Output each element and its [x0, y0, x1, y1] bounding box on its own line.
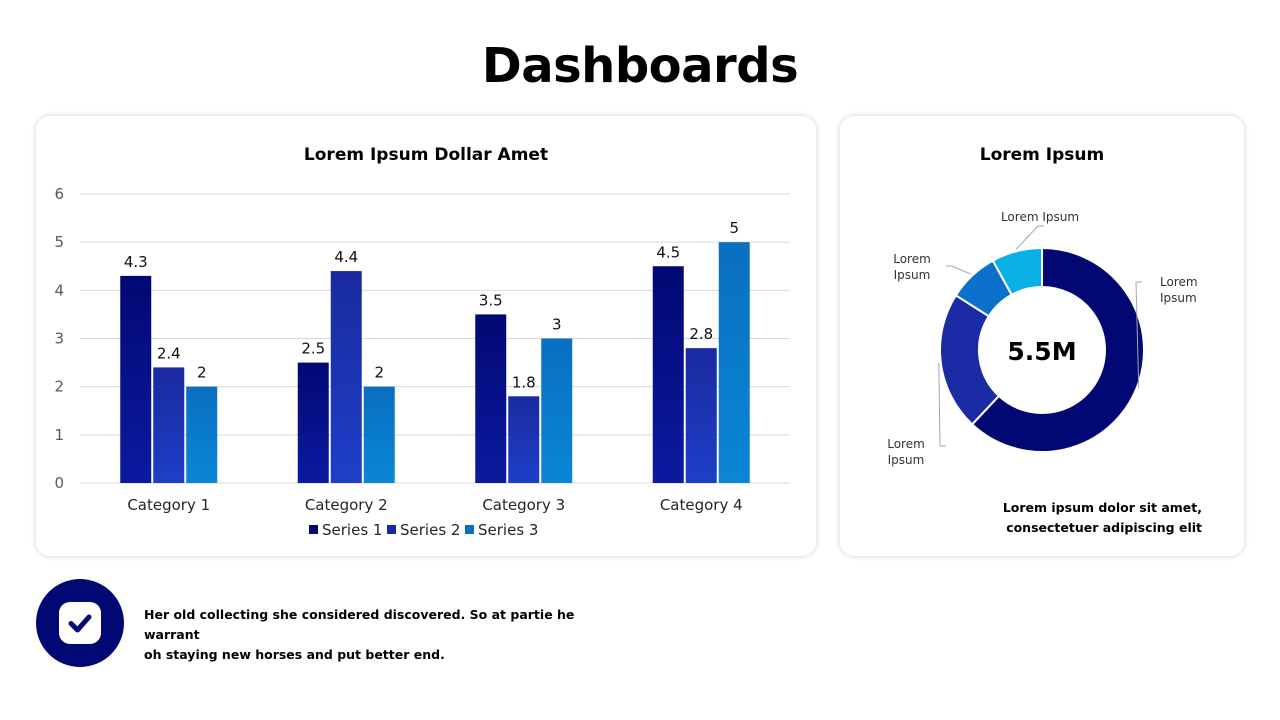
data-label: 2.4: [157, 344, 181, 362]
leader-line: [946, 265, 972, 275]
data-label: 2.5: [301, 340, 325, 358]
bar: [508, 396, 540, 483]
slice-label: Lorem Ipsum: [1001, 210, 1079, 224]
legend-label: Series 3: [478, 521, 538, 539]
bar: [685, 348, 717, 483]
donut-caption-line: consectetuer adipiscing elit: [1006, 520, 1202, 535]
data-label: 2: [197, 364, 207, 382]
data-label: 1.8: [512, 373, 536, 391]
leader-line: [1135, 281, 1142, 389]
data-label: 4.4: [334, 248, 358, 266]
bar: [475, 314, 507, 483]
data-label: 4.3: [124, 253, 148, 271]
data-label: 2: [374, 364, 384, 382]
check-icon: [68, 614, 92, 633]
legend-label: Series 2: [400, 521, 460, 539]
leader-line: [938, 363, 946, 447]
legend-swatch: [387, 525, 396, 534]
donut-chart: Lorem Ipsum 5.5M Lorem Ipsum Lorem Ipsum Lore…: [887, 145, 1198, 467]
page-title: Dashboards: [481, 38, 799, 94]
bar: [541, 338, 573, 483]
bar: [297, 362, 329, 483]
footer-line: oh staying new horses and put better end…: [144, 647, 445, 662]
bar: [186, 386, 218, 483]
legend-label: Series 1: [322, 521, 382, 539]
bar: [652, 266, 684, 483]
leader-line: [1015, 225, 1044, 250]
slice-label: Lorem Ipsum: [1160, 275, 1198, 305]
footer-line: Her old collecting she considered discov…: [144, 607, 575, 642]
y-tick-label: 3: [54, 330, 64, 348]
donut-center-value: 5.5M: [1007, 337, 1076, 366]
data-label: 4.5: [656, 243, 680, 261]
donut-slice: [970, 246, 1145, 453]
donut-chart-card: Lorem Ipsum 5.5M Lorem Ipsum Lorem Ipsum Lore…: [840, 116, 1244, 556]
legend-swatch: [465, 525, 474, 534]
x-tick-label: Category 2: [305, 496, 388, 514]
y-tick-label: 5: [54, 233, 64, 251]
y-tick-label: 1: [54, 426, 64, 444]
x-tick-label: Category 1: [127, 496, 210, 514]
legend-swatch: [309, 525, 318, 534]
bar: [120, 275, 152, 483]
data-label: 3: [552, 316, 562, 334]
bar-chart-card: Lorem Ipsum Dollar Amet 0 1 2 3 4 5 6 4.3 2.4 2 Ca…: [36, 116, 816, 556]
x-tick-label: Category 4: [660, 496, 743, 514]
data-label: 2.8: [689, 325, 713, 343]
bar: [153, 367, 185, 483]
data-label: 5: [729, 219, 739, 237]
y-tick-label: 0: [54, 474, 64, 492]
bar: [718, 242, 750, 483]
bar: [363, 386, 395, 483]
y-tick-label: 2: [54, 378, 64, 396]
footer-text: Her old collecting she considered discov…: [144, 605, 624, 665]
check-box: [59, 602, 101, 644]
donut-caption: Lorem ipsum dolor sit amet, consectetuer…: [902, 498, 1202, 538]
donut-caption-line: Lorem ipsum dolor sit amet,: [1002, 500, 1202, 515]
donut-slice: [991, 246, 1043, 297]
data-label: 3.5: [479, 291, 503, 309]
y-tick-label: 4: [54, 281, 64, 299]
x-tick-label: Category 3: [482, 496, 565, 514]
y-tick-label: 6: [54, 185, 64, 203]
bar-chart-title: Lorem Ipsum Dollar Amet: [304, 145, 548, 165]
slice-label: Lorem Ipsum: [893, 252, 931, 282]
check-badge: [36, 579, 124, 667]
bar: [330, 271, 362, 483]
bar-chart: Lorem Ipsum Dollar Amet 0 1 2 3 4 5 6 4.3 2.4 2 Ca…: [54, 145, 790, 539]
donut-chart-title: Lorem Ipsum: [980, 145, 1105, 165]
slice-label: Lorem Ipsum: [887, 437, 925, 467]
